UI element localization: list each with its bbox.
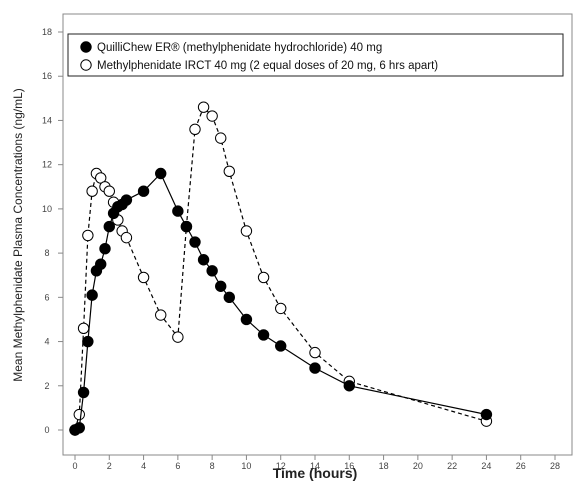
data-point-irct [77,322,90,334]
data-point-irct [240,225,253,237]
data-point-quillichew [172,205,184,217]
data-point-quillichew [197,254,210,266]
data-point-quillichew [223,291,235,304]
data-point-quillichew [257,329,270,341]
y-tick-label: 6 [44,292,49,302]
x-tick-label: 16 [344,461,354,471]
data-point-quillichew [137,185,150,197]
x-tick-label: 2 [107,461,112,471]
data-point-irct [206,110,218,122]
data-point-irct [82,229,94,242]
data-point-quillichew [86,289,98,301]
x-tick-label: 4 [141,461,146,471]
data-point-irct [197,101,210,113]
data-point-quillichew [189,236,201,248]
legend: QuilliChew ER® (methylphenidate hydrochl… [67,33,564,77]
plot-frame [62,13,573,456]
data-point-irct [73,408,85,421]
x-tick-label: 12 [276,461,286,471]
x-tick-label: 10 [241,461,251,471]
data-point-irct [137,271,150,284]
data-point-quillichew [73,422,85,434]
legend-marker-irct [80,59,92,71]
x-tick-label: 20 [413,461,423,471]
series-0 [69,167,493,436]
legend-marker-quillichew [80,41,92,53]
x-axis: 0 2 4 6 8 10 12 14 16 18 20 22 24 26 28 [72,455,560,471]
y-tick-label: 12 [42,160,52,170]
data-point-irct [215,132,227,144]
x-tick-label: 28 [550,461,560,471]
y-tick-label: 2 [44,381,49,391]
legend-label-quillichew: QuilliChew ER® (methylphenidate hydrochl… [97,42,382,54]
y-tick-label: 4 [44,337,49,347]
x-axis-title: Time (hours) [273,465,358,481]
data-point-irct [120,231,133,244]
data-point-irct [103,185,115,197]
series-1 [69,101,493,436]
series-layer [69,101,493,436]
legend-box [67,33,564,77]
x-tick-label: 6 [175,461,180,471]
data-point-irct [189,123,201,135]
data-point-irct [155,309,167,321]
series-line [74,172,487,431]
data-point-irct [257,271,270,284]
data-point-irct [275,302,287,315]
data-point-quillichew [215,280,227,292]
data-point-quillichew [180,220,193,233]
x-tick-label: 26 [516,461,526,471]
y-tick-label: 0 [44,425,49,435]
data-point-quillichew [77,386,90,399]
data-point-quillichew [206,265,218,277]
plot-area-border [62,13,573,456]
x-tick-label: 8 [210,461,215,471]
data-point-quillichew [343,380,355,392]
data-point-irct [86,185,98,197]
y-tick-label: 14 [42,115,52,125]
data-point-quillichew [82,335,94,348]
x-tick-label: 0 [72,461,77,471]
x-tick-label: 18 [379,461,389,471]
y-tick-label: 18 [42,27,52,37]
series-line [74,106,487,431]
data-point-quillichew [120,194,133,206]
data-point-irct [172,331,184,343]
data-point-quillichew [240,313,253,326]
data-point-quillichew [103,220,115,233]
data-point-quillichew [480,408,493,421]
data-point-quillichew [275,340,287,352]
y-tick-label: 16 [42,71,52,81]
x-tick-label: 14 [310,461,320,471]
y-axis: 0 2 4 6 8 10 12 14 16 18 [42,27,63,435]
y-tick-label: 10 [42,204,52,214]
x-tick-label: 22 [447,461,457,471]
data-point-quillichew [95,258,107,270]
y-tick-label: 8 [44,248,49,258]
legend-label-irct: Methylphenidate IRCT 40 mg (2 equal dose… [97,60,438,72]
x-tick-label: 24 [481,461,491,471]
data-point-quillichew [309,362,321,374]
y-axis-title: Mean Methylphenidate Plasma Concentratio… [11,88,25,381]
data-point-irct [223,165,235,178]
data-point-quillichew [155,167,167,180]
data-point-quillichew [99,242,111,255]
data-point-irct [309,346,321,359]
